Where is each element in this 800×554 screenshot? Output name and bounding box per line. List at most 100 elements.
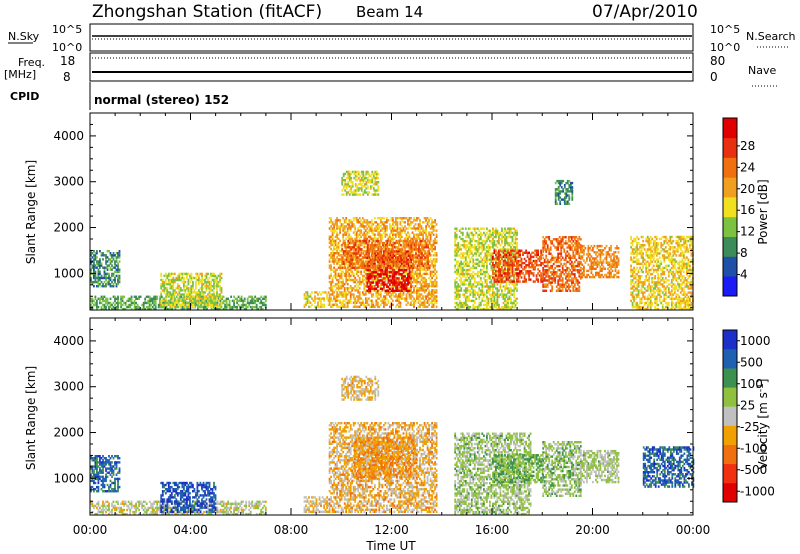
freq-label: Freq. [18, 56, 45, 69]
echo-cell [431, 270, 433, 273]
echo-cell [105, 283, 107, 286]
echo-cell [435, 299, 438, 302]
echo-cell [429, 301, 432, 304]
echo-cell [435, 223, 438, 226]
echo-cell [463, 260, 466, 263]
echo-cell [99, 260, 101, 263]
echo-cell [115, 264, 118, 267]
echo-cell [170, 287, 173, 290]
echo-cell [426, 250, 429, 253]
echo-cell [405, 256, 408, 259]
echo-cell [398, 281, 400, 284]
echo-cell [469, 258, 472, 261]
echo-cell [121, 299, 124, 303]
echo-cell [398, 235, 400, 238]
echo-cell [378, 239, 381, 243]
echo-cell [496, 280, 499, 283]
echo-cell [369, 266, 372, 269]
echo-cell [504, 280, 506, 283]
echo-cell [413, 289, 415, 292]
echo-cell [510, 229, 512, 232]
echo-cell [516, 248, 518, 251]
echo-cell [484, 299, 487, 303]
echo-cell [360, 219, 363, 222]
echo-cell [306, 295, 309, 298]
echo-cell [220, 301, 223, 304]
echo-cell [177, 305, 180, 309]
echo-cell [381, 235, 384, 238]
echo-cell [91, 266, 94, 269]
echo-cell [463, 246, 466, 249]
echo-cell [353, 244, 356, 247]
echo-cell [117, 278, 119, 282]
echo-cell [495, 272, 497, 276]
echo-cell [337, 305, 340, 308]
echo-cell [169, 297, 172, 300]
echo-cell [219, 303, 221, 306]
echo-cell [403, 260, 405, 263]
echo-cell [352, 217, 355, 220]
echo-cell [411, 285, 414, 288]
echo-cell [249, 295, 252, 298]
echo-cell [198, 283, 200, 286]
echo-cell [470, 287, 473, 290]
echo-cell [352, 280, 355, 284]
echo-cell [404, 252, 407, 255]
echo-cell [198, 289, 200, 292]
echo-cell [516, 237, 518, 241]
echo-cell [337, 241, 340, 245]
echo-cell [334, 219, 337, 222]
echo-cell [418, 246, 420, 249]
echo-cell [402, 221, 405, 224]
echo-cell [502, 248, 505, 251]
echo-cell [428, 291, 430, 294]
echo-cell [354, 217, 357, 220]
echo-cell [425, 270, 427, 273]
echo-cell [348, 278, 351, 282]
echo-cell [410, 252, 412, 255]
echo-cell [376, 276, 379, 280]
echo-cell [511, 266, 514, 269]
echo-cell [395, 219, 397, 222]
echo-cell [481, 287, 484, 290]
echo-cell [498, 257, 500, 261]
echo-cell [516, 297, 518, 300]
echo-cell [337, 299, 340, 302]
echo-cell [330, 243, 332, 247]
echo-cell [411, 252, 414, 255]
echo-cell [407, 242, 410, 245]
echo-cell [424, 239, 426, 243]
echo-cell [181, 297, 184, 300]
echo-cell [360, 239, 363, 243]
echo-cell [195, 291, 197, 294]
echo-cell [91, 283, 94, 286]
echo-cell [230, 295, 232, 298]
echo-cell [384, 235, 387, 238]
echo-cell [419, 280, 421, 284]
echo-cell [492, 261, 494, 265]
echo-cell [513, 255, 515, 259]
echo-cell [213, 303, 215, 306]
echo-cell [432, 258, 435, 261]
echo-cell [376, 223, 379, 226]
echo-cell [416, 276, 418, 280]
echo-cell [499, 261, 502, 265]
echo-cell [501, 280, 503, 283]
echo-cell [357, 280, 360, 284]
echo-cell [385, 248, 387, 251]
echo-cell [457, 272, 460, 276]
echo-cell [389, 225, 391, 228]
echo-cell [490, 242, 493, 245]
echo-cell [407, 223, 409, 226]
echo-cell [367, 223, 370, 226]
echo-cell [90, 262, 92, 265]
echo-cell [513, 260, 515, 263]
echo-cell [392, 291, 394, 294]
echo-cell [425, 301, 427, 304]
echo-cell [496, 276, 499, 279]
echo-cell [323, 303, 325, 306]
echo-cell [420, 243, 423, 247]
echo-cell [490, 233, 493, 237]
echo-cell [424, 244, 426, 247]
echo-cell [510, 279, 512, 282]
